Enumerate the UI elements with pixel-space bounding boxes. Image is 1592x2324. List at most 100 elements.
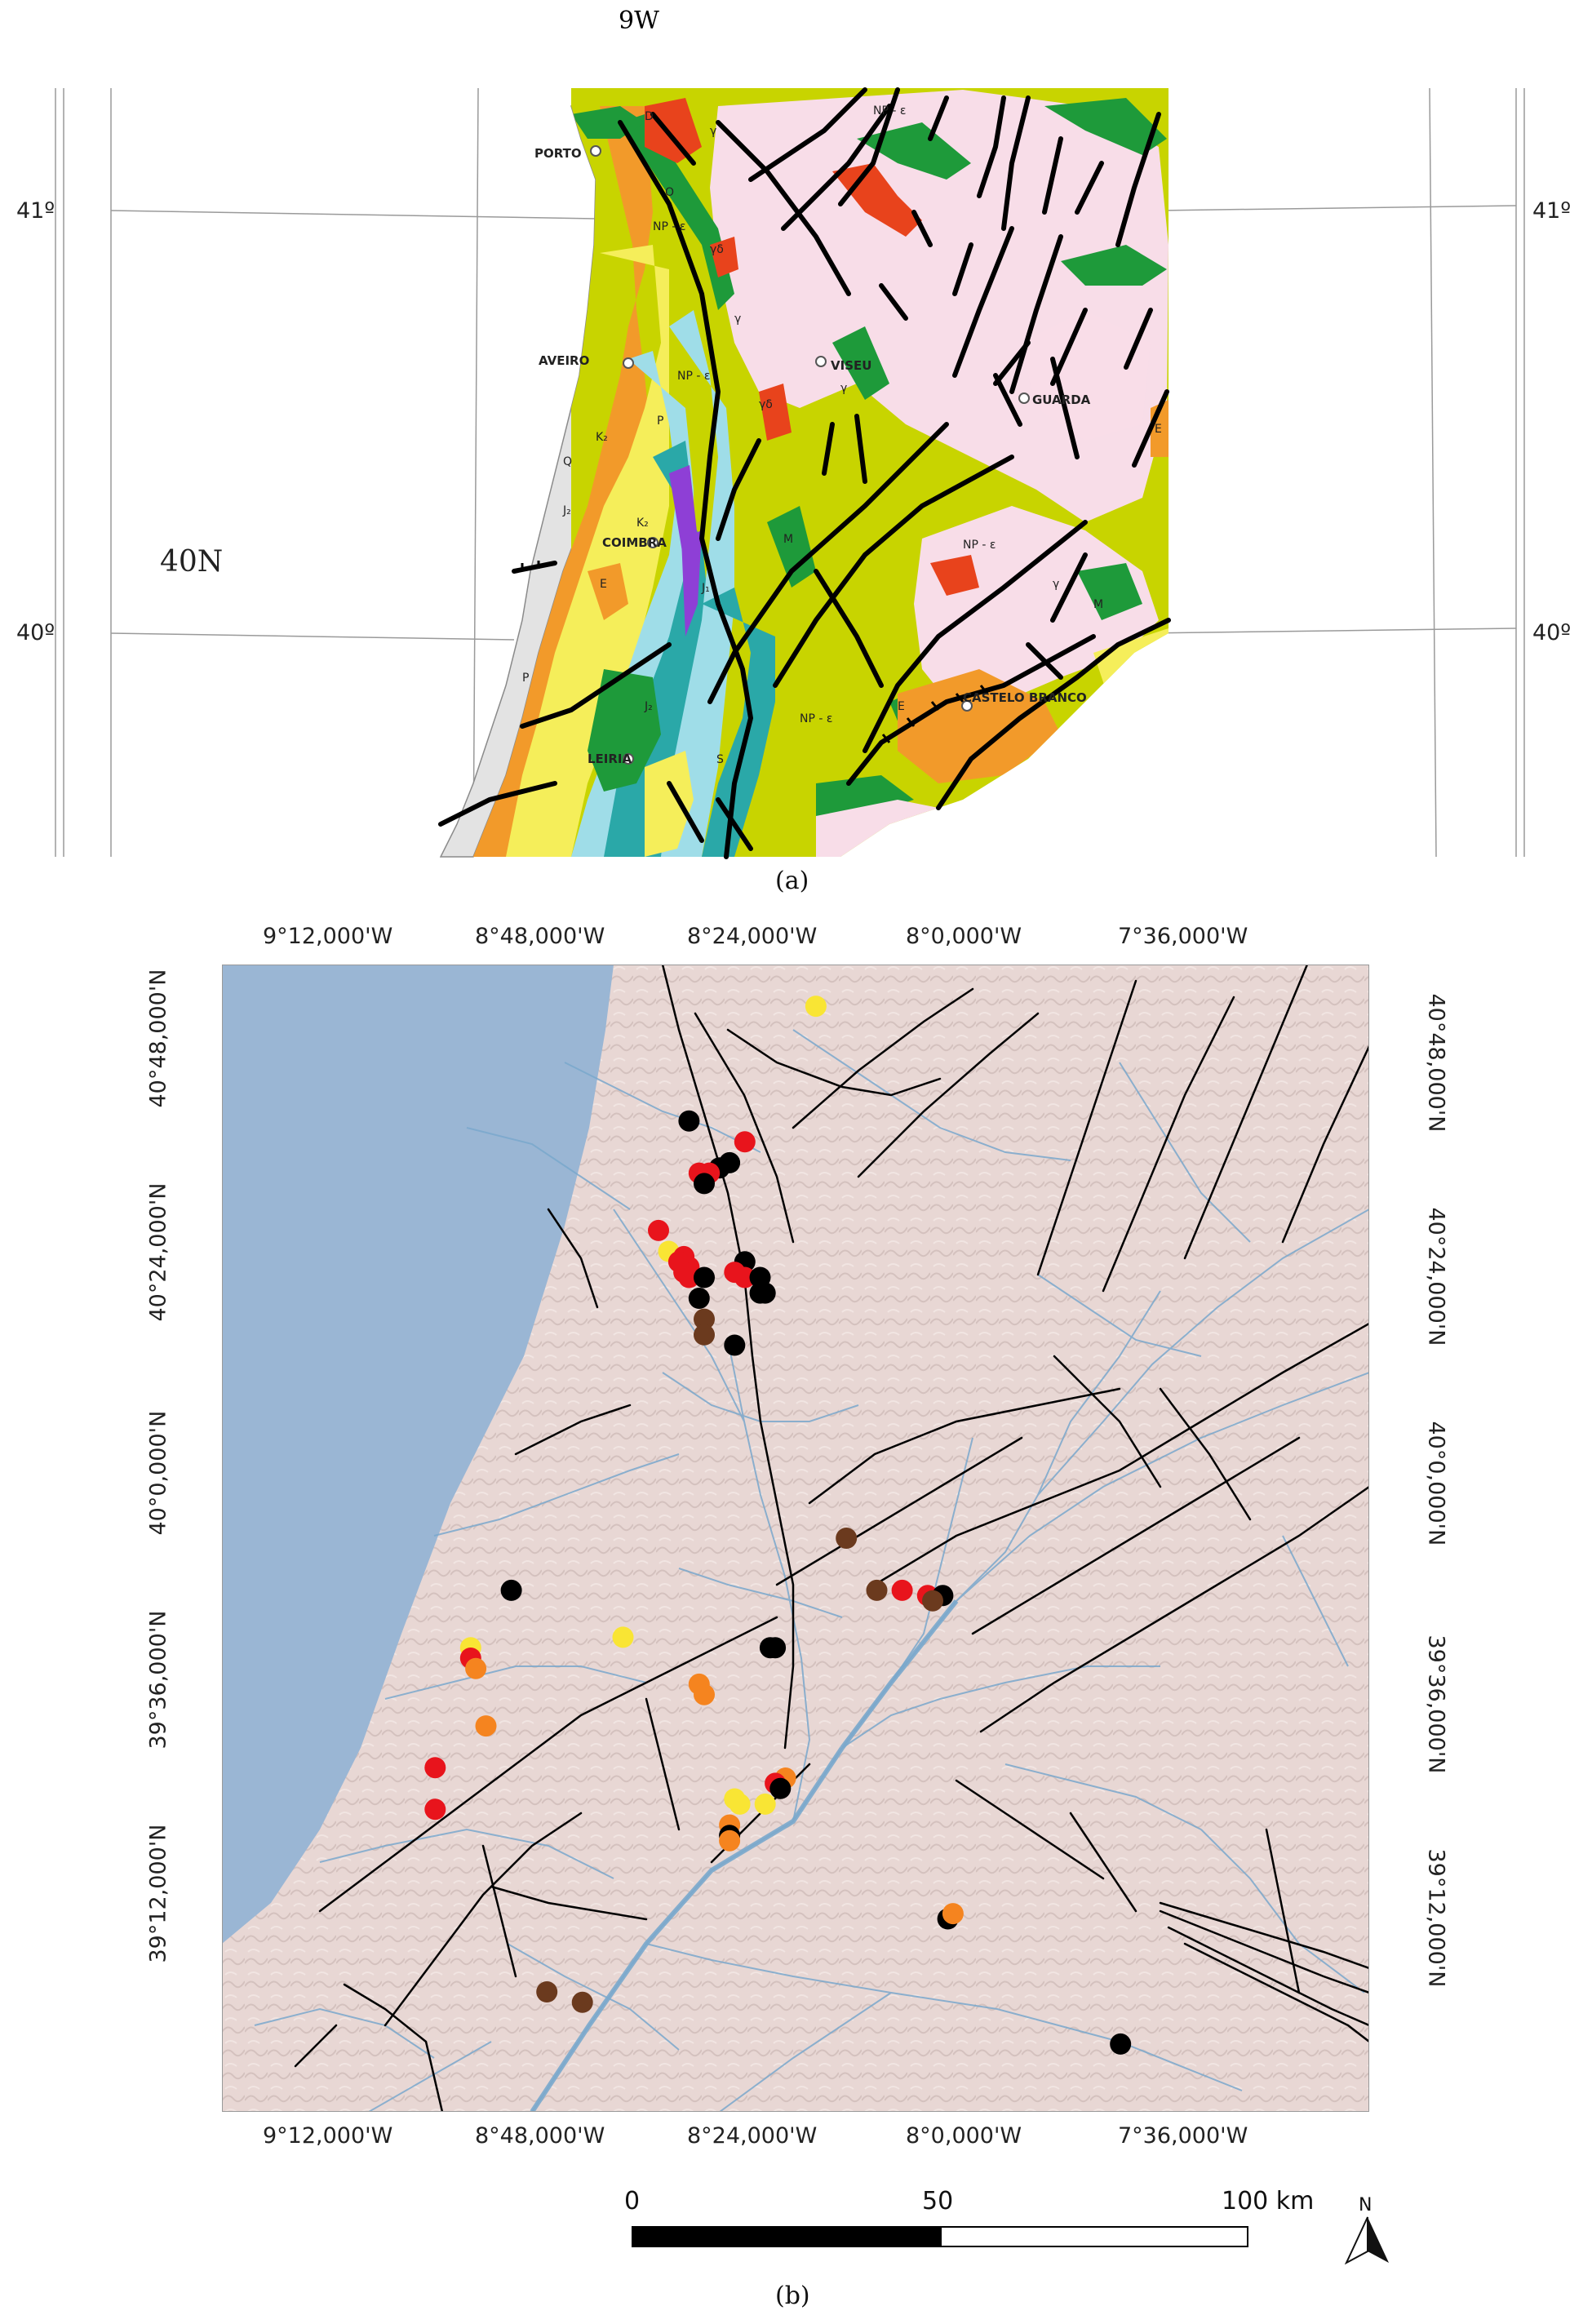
sample-point xyxy=(678,1110,700,1132)
unit-label-m-2: M xyxy=(1093,598,1103,611)
lon-label-top: 8°0,000'W xyxy=(906,924,1022,949)
lat-label-right: 40°48,000'N xyxy=(1423,993,1449,1133)
sample-point xyxy=(500,1579,522,1601)
unit-label-np-5: NP - ε xyxy=(873,104,906,118)
sample-point xyxy=(465,1657,487,1679)
sample-point xyxy=(536,1981,558,2002)
sample-point xyxy=(694,1173,715,1195)
unit-label-gd-2: γδ xyxy=(759,398,773,411)
unit-label-m: M xyxy=(783,533,793,546)
unit-label-j2-2: J₂ xyxy=(644,700,653,713)
lat-label-right: 40°0,000'N xyxy=(1423,1421,1449,1546)
sample-point xyxy=(424,1757,446,1779)
unit-label-np-3: NP - ε xyxy=(963,539,996,552)
lon-label-top: 8°24,000'W xyxy=(687,924,818,949)
unit-label-gamma: γ xyxy=(734,313,741,326)
sample-point xyxy=(922,1590,943,1612)
unit-label-k2: K₂ xyxy=(596,431,608,444)
scale-label-100: 100 km xyxy=(1222,2187,1315,2215)
city-porto: PORTO xyxy=(534,146,582,161)
sample-point xyxy=(678,1266,700,1288)
unit-label-gamma-2: γ xyxy=(840,382,847,395)
sample-point xyxy=(694,1683,715,1705)
unit-label-k2-2: K₂ xyxy=(636,517,649,530)
sample-point xyxy=(754,1793,776,1815)
lat-label-left: 40°24,000'N xyxy=(145,1182,171,1322)
lon-label-top: 9°12,000'W xyxy=(263,924,393,949)
unit-label-j1: J₁ xyxy=(701,582,710,595)
lon-label-top: 7°36,000'W xyxy=(1118,924,1248,949)
top-longitude-label: 9W xyxy=(619,7,659,35)
sample-point xyxy=(765,1637,787,1659)
sample-point xyxy=(754,1282,776,1304)
unit-label-s: S xyxy=(716,753,724,766)
city-leiria: LEIRIA xyxy=(588,752,632,766)
sample-point xyxy=(866,1579,888,1601)
lat-label-left: 39°36,000'N xyxy=(145,1610,171,1750)
sample-point xyxy=(836,1528,858,1549)
city-aveiro: AVEIRO xyxy=(539,353,589,368)
unit-label-e-2: E xyxy=(898,700,905,713)
scale-label-0: 0 xyxy=(624,2187,641,2215)
lat-tick-40-left: 40º xyxy=(16,620,55,645)
lon-label-bottom: 7°36,000'W xyxy=(1118,2123,1248,2149)
unit-label-np: NP - ε xyxy=(653,220,685,233)
lon-label-top: 8°48,000'W xyxy=(475,924,605,949)
sample-point xyxy=(648,1219,669,1241)
sample-point xyxy=(805,996,827,1018)
north-arrow-icon xyxy=(1345,2216,1389,2264)
sample-point xyxy=(734,1266,756,1288)
unit-label-gamma-4: γ xyxy=(710,125,716,138)
lon-label-bottom: 8°24,000'W xyxy=(687,2123,818,2149)
sample-point xyxy=(694,1324,715,1346)
lat-tick-40-right: 40º xyxy=(1532,620,1572,645)
lat-tick-41-right: 41º xyxy=(1532,198,1572,224)
city-viseu: VISEU xyxy=(831,358,871,373)
unit-label-gd: γδ xyxy=(710,243,724,256)
unit-label-p: P xyxy=(657,415,663,428)
sample-points xyxy=(424,996,1132,2055)
geologic-map: PORTO AVEIRO VISEU GUARDA COIMBRA CASTEL… xyxy=(55,87,1525,859)
sample-point xyxy=(612,1626,634,1648)
lat-label-right: 39°12,000'N xyxy=(1423,1848,1449,1988)
sample-point xyxy=(571,1991,593,2013)
sample-point xyxy=(891,1579,913,1601)
unit-label-p-2: P xyxy=(522,672,529,685)
unit-label-o: O xyxy=(665,186,674,199)
city-castelo-branco: CASTELO BRANCO xyxy=(963,690,1087,705)
unit-label-d: D xyxy=(645,110,654,123)
lat-label-right: 40°24,000'N xyxy=(1423,1207,1449,1346)
sample-point xyxy=(724,1334,746,1356)
lat-label-left: 39°12,000'N xyxy=(145,1824,171,1963)
sample-point xyxy=(769,1777,792,1799)
lat-tick-41-left: 41º xyxy=(16,198,55,224)
sample-point xyxy=(694,1266,715,1288)
scale-label-50: 50 xyxy=(922,2187,954,2215)
unit-label-e: E xyxy=(600,578,607,591)
city-coimbra: COIMBRA xyxy=(602,535,667,550)
sample-point xyxy=(694,1308,715,1330)
caption-b: (b) xyxy=(775,2282,810,2310)
lon-label-bottom: 9°12,000'W xyxy=(263,2123,393,2149)
lat-label-right: 39°36,000'N xyxy=(1423,1634,1449,1774)
sample-point xyxy=(719,1829,741,1852)
unit-label-j2: J₂ xyxy=(562,504,571,517)
unit-label-e-3: E xyxy=(1155,423,1162,436)
sample-point xyxy=(424,1798,446,1821)
sample-point xyxy=(724,1788,746,1810)
sample-point xyxy=(734,1131,756,1153)
panel-b: 9°12,000'W 8°48,000'W 8°24,000'W 8°0,000… xyxy=(0,898,1592,2324)
panel-a: 9W xyxy=(0,0,1592,898)
unit-label-gamma-3: γ xyxy=(1053,578,1059,591)
lon-label-bottom: 8°48,000'W xyxy=(475,2123,605,2149)
north-label: N xyxy=(1359,2195,1372,2215)
unit-label-np-2: NP - ε xyxy=(677,370,710,383)
sample-point xyxy=(942,1903,964,1925)
scale-bar-white xyxy=(940,2226,1248,2247)
lat-label-left: 40°48,000'N xyxy=(145,969,171,1108)
caption-a: (a) xyxy=(775,867,809,895)
unit-label-q: Q xyxy=(563,455,572,468)
sample-map xyxy=(222,965,1369,2112)
sample-point xyxy=(1110,2033,1132,2055)
scale-bar-black xyxy=(632,2226,940,2247)
